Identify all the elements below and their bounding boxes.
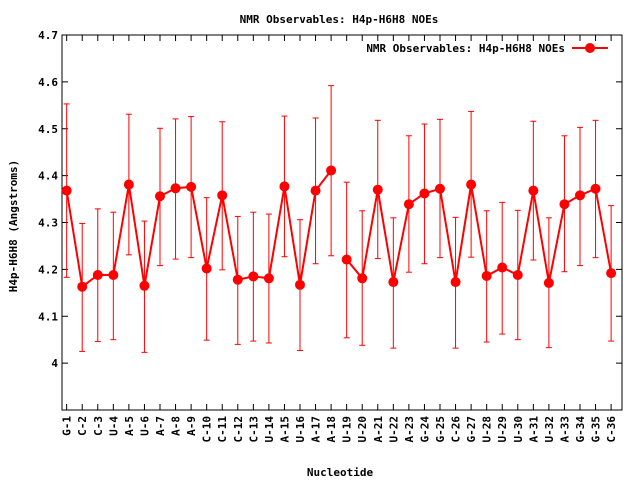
data-point	[108, 270, 119, 280]
chart-title: NMR Observables: H4p-H6H8 NOEs	[240, 13, 439, 26]
x-tick-label: C-13	[247, 416, 260, 443]
data-point	[92, 270, 103, 280]
data-point	[606, 268, 617, 279]
x-tick-label: C-12	[232, 416, 245, 443]
data-point	[310, 185, 321, 196]
data-point	[435, 183, 445, 194]
data-point	[450, 277, 461, 288]
series-line	[345, 184, 613, 284]
data-point	[263, 273, 274, 284]
data-point	[466, 179, 477, 190]
x-tick-label: U-30	[512, 416, 525, 443]
data-point	[372, 184, 383, 195]
x-tick-label: G-35	[590, 416, 603, 443]
x-tick-label: U-19	[341, 416, 354, 443]
data-point	[61, 185, 72, 196]
data-points	[61, 165, 617, 292]
x-tick-label: A-21	[372, 416, 385, 443]
x-tick-label: C-3	[92, 416, 105, 436]
data-point	[419, 188, 430, 199]
legend-marker	[585, 43, 595, 53]
data-point	[186, 181, 197, 192]
x-tick-label: G-25	[434, 416, 447, 443]
x-tick-label: U-6	[138, 416, 151, 436]
x-tick-label: A-18	[325, 416, 338, 443]
data-point	[388, 277, 399, 288]
data-point	[357, 273, 368, 284]
x-tick-label: U-14	[263, 416, 276, 443]
x-tick-label: U-16	[294, 416, 307, 443]
data-point	[590, 183, 601, 194]
data-point	[201, 263, 212, 274]
x-tick-label: U-20	[356, 416, 369, 443]
data-point	[326, 165, 337, 176]
y-tick-label: 4.6	[38, 76, 58, 89]
data-point	[497, 262, 508, 273]
x-tick-label: G-27	[465, 416, 478, 443]
data-point	[232, 274, 243, 285]
x-tick-label: C-2	[76, 416, 89, 436]
data-point	[139, 280, 150, 291]
y-tick-label: 4.3	[38, 217, 58, 230]
y-tick-label: 4.4	[38, 170, 58, 183]
y-tick-label: 4.1	[38, 310, 58, 323]
y-tick-label: 4	[51, 357, 58, 370]
x-tick-label: A-33	[558, 416, 571, 443]
data-point	[279, 181, 290, 192]
x-tick-label: G-1	[61, 416, 74, 436]
x-tick-label: A-5	[123, 416, 136, 436]
data-point	[155, 191, 165, 202]
data-point	[559, 199, 570, 210]
x-tick-label: U-28	[481, 416, 494, 443]
error-bars	[63, 85, 615, 353]
series-line	[65, 169, 332, 289]
data-point	[248, 271, 259, 282]
data-point	[403, 199, 414, 210]
data-point	[170, 183, 181, 194]
legend-label: NMR Observables: H4p-H6H8 NOEs	[366, 42, 565, 55]
data-point	[481, 270, 492, 281]
data-point	[512, 270, 523, 280]
y-tick-label: 4.7	[38, 29, 58, 42]
data-point	[77, 281, 88, 292]
x-tick-label: A-17	[310, 416, 323, 443]
x-tick-label: G-24	[418, 416, 431, 443]
y-axis-label: H4p-H6H8 (Angstroms)	[7, 160, 20, 292]
data-point	[575, 190, 585, 201]
x-tick-label: A-8	[170, 416, 183, 436]
y-tick-label: 4.5	[38, 123, 58, 136]
x-axis-label: Nucleotide	[307, 466, 374, 479]
data-point	[528, 185, 539, 196]
data-point	[341, 254, 352, 265]
x-tick-label: U-22	[387, 416, 400, 443]
x-tick-label: C-36	[605, 416, 618, 443]
x-tick-label: G-34	[574, 416, 587, 443]
x-tick-label: U-29	[496, 416, 509, 443]
data-point	[217, 190, 228, 201]
x-tick-label: A-9	[185, 416, 198, 436]
x-tick-label: C-10	[201, 416, 214, 443]
y-axis: 4 4.1 4.2 4.3 4.4 4.5 4.6 4.7	[38, 29, 622, 370]
y-tick-label: 4.2	[38, 263, 58, 276]
data-point	[295, 279, 305, 290]
data-point	[543, 277, 554, 288]
legend: NMR Observables: H4p-H6H8 NOEs	[366, 42, 608, 55]
data-point	[123, 179, 134, 190]
x-tick-label: C-26	[450, 416, 463, 443]
x-tick-label: U-32	[543, 416, 556, 443]
x-tick-label: A-15	[278, 416, 291, 443]
x-tick-label: C-11	[216, 416, 229, 443]
x-tick-label: A-31	[527, 416, 540, 443]
x-tick-label: U-4	[107, 416, 120, 436]
x-axis: G-1 C-2 C-3 U-4 A-5 U-6 A-7 A-8 A-9 C-10 C-11 C-12 C…	[61, 35, 618, 443]
x-tick-label: A-23	[403, 416, 416, 443]
x-tick-label: A-7	[154, 416, 167, 436]
